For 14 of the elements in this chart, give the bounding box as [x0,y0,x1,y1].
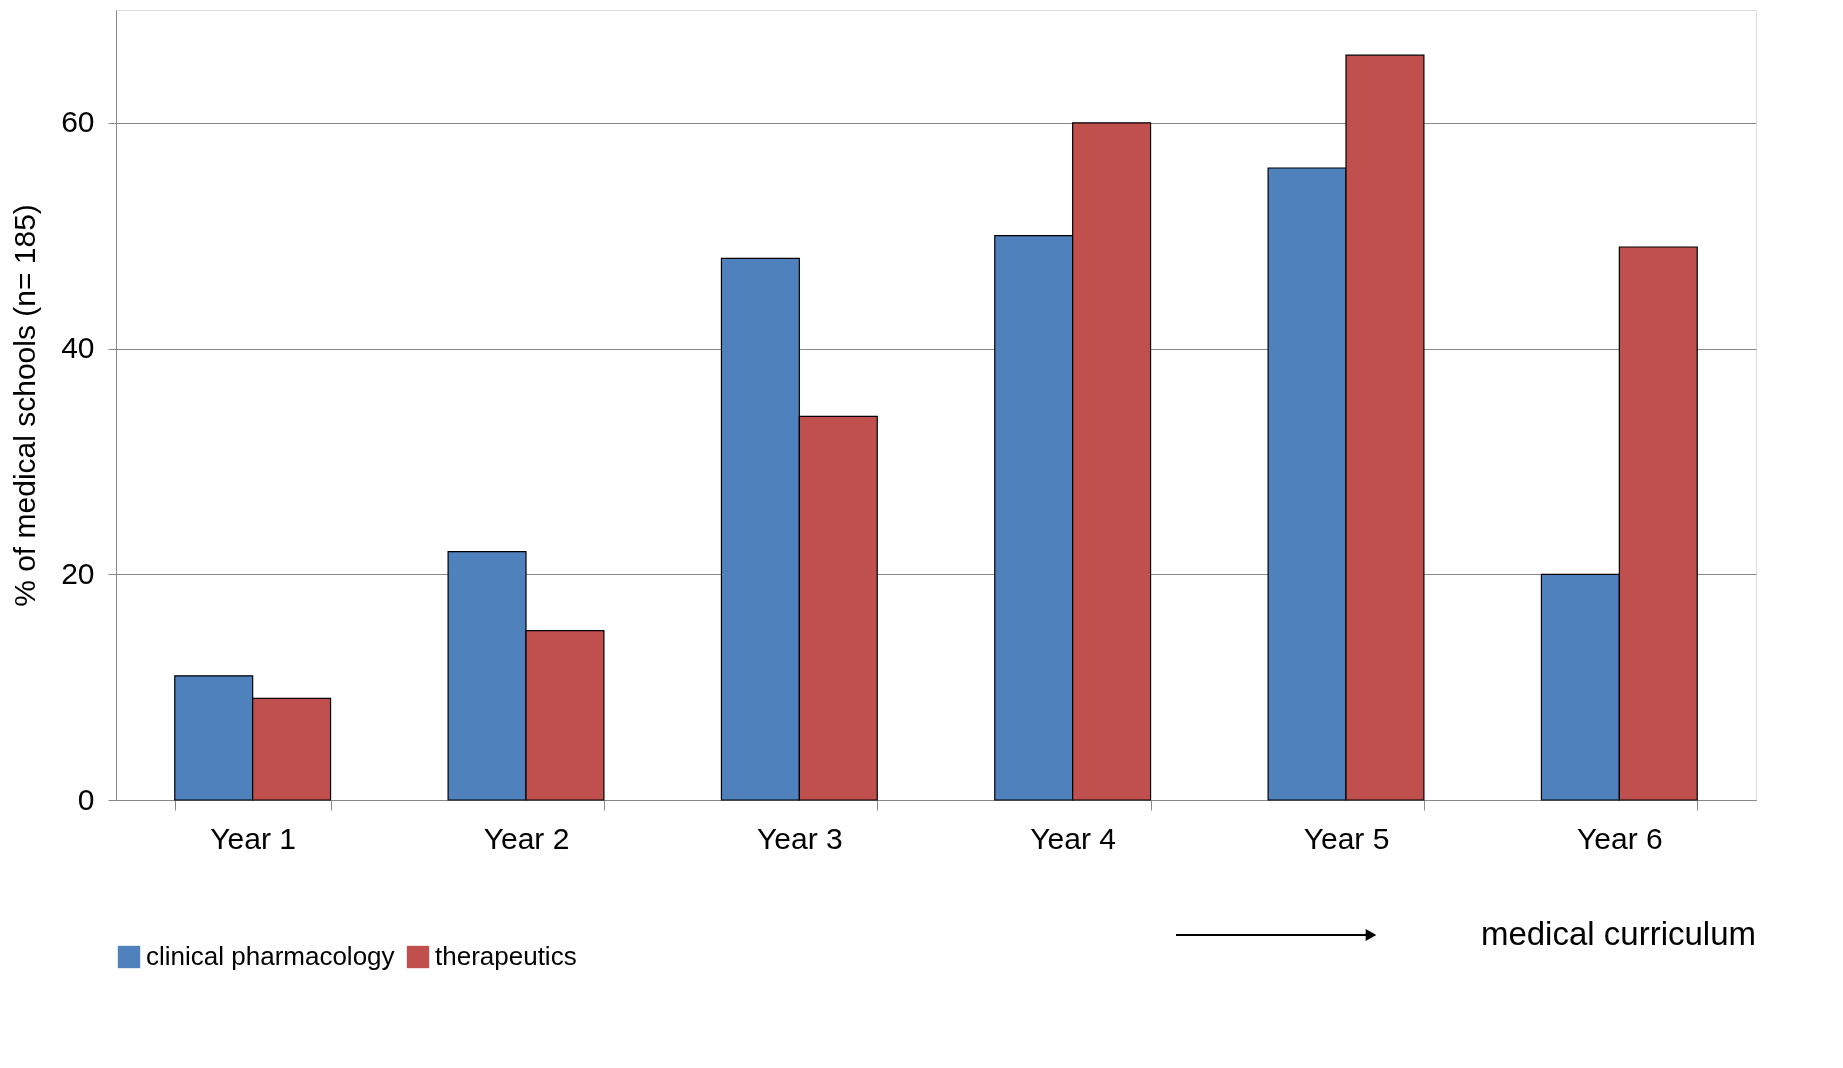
x-tick-label: Year 4 [1030,821,1116,855]
x-tick-label: Year 6 [1577,821,1663,855]
y-tick-label: 60 [61,105,95,139]
x-tick-label: Year 2 [483,821,570,855]
x-tick-label: Year 1 [210,821,296,855]
legend-label: therapeutics [435,941,577,971]
y-tick-label: 0 [77,782,95,816]
y-tick-label: 20 [61,556,95,590]
legend-label: clinical pharmacology [146,941,395,971]
y-axis-title: % of medical schools (n= 185) [8,204,42,607]
x-tick-label: Year 3 [757,821,843,855]
x-axis-title: medical curriculum [1480,915,1756,952]
y-tick-label: 40 [61,331,95,365]
x-tick-label: Year 5 [1303,821,1390,855]
